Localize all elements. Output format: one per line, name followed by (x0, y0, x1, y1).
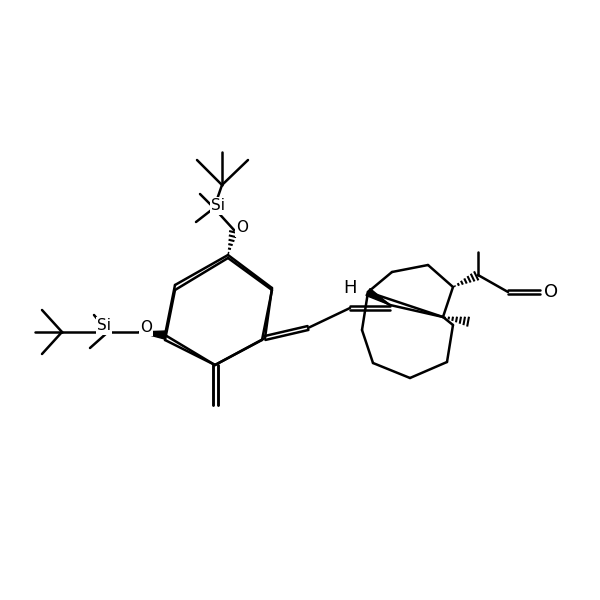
Polygon shape (366, 289, 390, 305)
Text: Si: Si (97, 319, 111, 334)
Text: Si: Si (211, 199, 225, 214)
Text: O: O (140, 319, 152, 335)
Polygon shape (138, 331, 166, 339)
Text: O: O (544, 283, 558, 301)
Text: H: H (343, 279, 357, 297)
Text: O: O (236, 220, 248, 235)
